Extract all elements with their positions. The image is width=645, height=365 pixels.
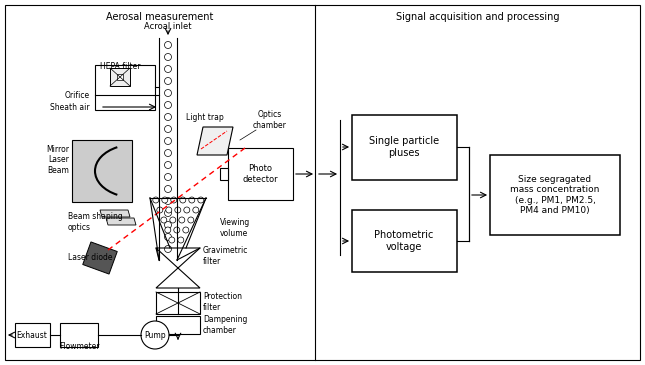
Text: Dampening
chamber: Dampening chamber xyxy=(203,315,248,335)
Circle shape xyxy=(164,114,172,120)
Circle shape xyxy=(162,197,168,203)
Bar xyxy=(95,65,155,110)
Bar xyxy=(220,168,228,180)
Text: Signal acquisition and processing: Signal acquisition and processing xyxy=(396,12,560,22)
Circle shape xyxy=(170,217,176,223)
Circle shape xyxy=(180,197,186,203)
Circle shape xyxy=(169,237,175,243)
Text: Exhaust: Exhaust xyxy=(17,330,48,339)
Circle shape xyxy=(164,77,172,85)
Circle shape xyxy=(153,197,159,203)
Circle shape xyxy=(166,207,172,213)
Text: Size segragated
mass concentration
(e.g., PM1, PM2.5,
PM4 and PM10): Size segragated mass concentration (e.g.… xyxy=(510,175,600,215)
Text: Flowmeter: Flowmeter xyxy=(59,342,99,351)
Text: Beam shaping
optics: Beam shaping optics xyxy=(68,212,123,232)
Circle shape xyxy=(164,54,172,61)
Text: Viewing
volume: Viewing volume xyxy=(220,218,250,238)
Text: Sheath air: Sheath air xyxy=(50,103,90,111)
Circle shape xyxy=(184,207,190,213)
Circle shape xyxy=(193,207,199,213)
Text: Orifice: Orifice xyxy=(65,91,90,100)
Circle shape xyxy=(164,138,172,145)
Circle shape xyxy=(174,227,180,233)
Circle shape xyxy=(189,197,195,203)
Circle shape xyxy=(164,185,172,192)
Circle shape xyxy=(171,197,177,203)
Bar xyxy=(352,115,457,180)
Text: Laser
Beam: Laser Beam xyxy=(47,155,69,175)
Circle shape xyxy=(164,101,172,108)
Text: Single particle
pluses: Single particle pluses xyxy=(369,136,439,158)
Text: Optics
chamber: Optics chamber xyxy=(253,110,287,130)
Circle shape xyxy=(164,210,172,216)
Circle shape xyxy=(164,126,172,132)
Circle shape xyxy=(164,161,172,169)
Text: HEPA filter: HEPA filter xyxy=(100,62,140,71)
Bar xyxy=(110,68,130,86)
Circle shape xyxy=(161,217,167,223)
Polygon shape xyxy=(106,218,136,225)
Circle shape xyxy=(164,42,172,49)
Circle shape xyxy=(165,227,171,233)
Circle shape xyxy=(179,217,185,223)
Circle shape xyxy=(157,207,163,213)
Text: Photo
detector: Photo detector xyxy=(242,164,278,184)
Polygon shape xyxy=(197,127,233,155)
Bar xyxy=(72,140,132,202)
Circle shape xyxy=(188,217,194,223)
Circle shape xyxy=(164,197,172,204)
Bar xyxy=(228,148,293,200)
Circle shape xyxy=(164,173,172,181)
Circle shape xyxy=(164,222,172,228)
Bar xyxy=(156,292,200,314)
Text: Mirror: Mirror xyxy=(46,146,69,154)
Text: Laser diode: Laser diode xyxy=(68,254,112,262)
Circle shape xyxy=(164,234,172,241)
Bar xyxy=(156,316,200,334)
Bar xyxy=(352,210,457,272)
Circle shape xyxy=(164,150,172,157)
Text: Gravimetric
filter: Gravimetric filter xyxy=(203,246,248,266)
Circle shape xyxy=(178,237,184,243)
Text: Pump: Pump xyxy=(144,330,166,339)
Text: Acroal inlet: Acroal inlet xyxy=(144,22,192,31)
Circle shape xyxy=(183,227,189,233)
Polygon shape xyxy=(83,242,117,274)
Circle shape xyxy=(175,207,181,213)
Circle shape xyxy=(164,246,172,253)
Bar xyxy=(60,323,98,347)
Text: Aerosal measurement: Aerosal measurement xyxy=(106,12,213,22)
Text: Photometric
voltage: Photometric voltage xyxy=(374,230,433,252)
Bar xyxy=(15,323,50,347)
Bar xyxy=(490,155,620,235)
Circle shape xyxy=(141,321,169,349)
Circle shape xyxy=(198,197,204,203)
Polygon shape xyxy=(100,210,130,217)
Text: Light trap: Light trap xyxy=(186,114,224,123)
Circle shape xyxy=(164,65,172,73)
Circle shape xyxy=(164,89,172,96)
Text: Protection
filter: Protection filter xyxy=(203,292,242,312)
Bar xyxy=(117,74,123,80)
